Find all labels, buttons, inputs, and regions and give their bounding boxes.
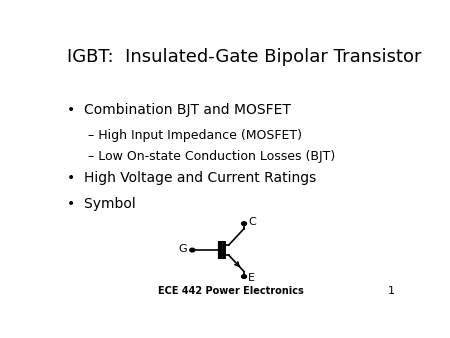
Text: – Low On-state Conduction Losses (BJT): – Low On-state Conduction Losses (BJT)	[88, 150, 335, 163]
Text: IGBT:  Insulated-Gate Bipolar Transistor: IGBT: Insulated-Gate Bipolar Transistor	[67, 48, 421, 66]
Text: ECE 442 Power Electronics: ECE 442 Power Electronics	[158, 286, 303, 296]
Text: •  Symbol: • Symbol	[67, 197, 135, 211]
Text: – High Input Impedance (MOSFET): – High Input Impedance (MOSFET)	[88, 129, 302, 142]
Text: •  High Voltage and Current Ratings: • High Voltage and Current Ratings	[67, 171, 316, 185]
Circle shape	[190, 248, 195, 252]
Text: G: G	[178, 244, 187, 254]
Text: •  Combination BJT and MOSFET: • Combination BJT and MOSFET	[67, 103, 291, 117]
Text: 1: 1	[387, 286, 395, 296]
Text: E: E	[248, 273, 255, 283]
Text: C: C	[248, 217, 256, 227]
Circle shape	[242, 222, 247, 225]
Circle shape	[242, 275, 247, 279]
